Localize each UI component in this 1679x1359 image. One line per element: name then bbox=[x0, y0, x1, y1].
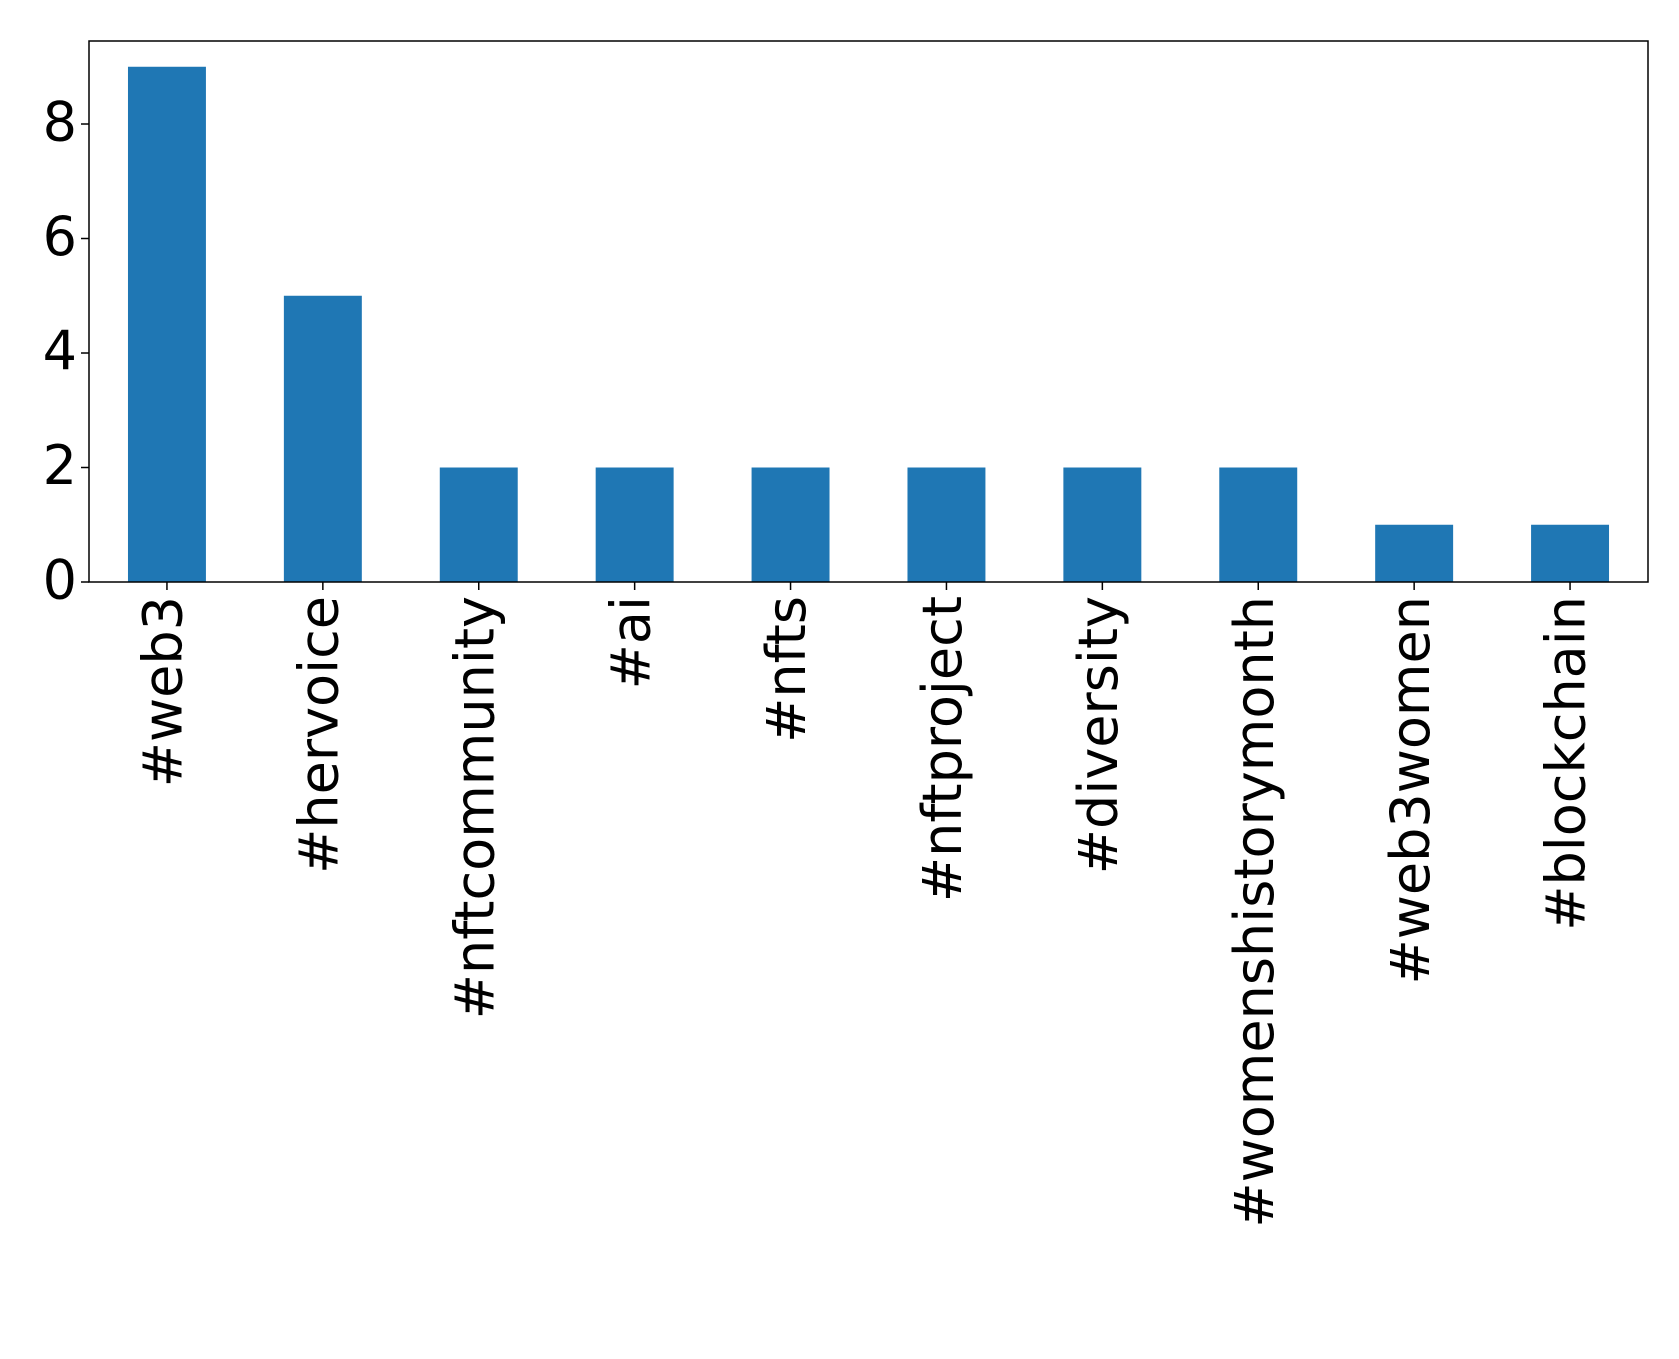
x-tick-label: #web3women bbox=[1379, 596, 1442, 985]
x-tick-label: #womenshistorymonth bbox=[1223, 596, 1286, 1228]
x-tick-label: #blockchain bbox=[1535, 596, 1598, 931]
bar bbox=[1219, 467, 1298, 582]
x-tick-label: #web3 bbox=[132, 596, 195, 787]
x-tick-label: #nftcommunity bbox=[443, 596, 506, 1019]
bar bbox=[127, 66, 206, 582]
bar bbox=[439, 467, 518, 582]
y-tick-label: 2 bbox=[43, 434, 77, 497]
bar bbox=[283, 295, 362, 582]
x-tick-label: #ai bbox=[599, 596, 662, 689]
bar bbox=[1063, 467, 1142, 582]
bar bbox=[595, 467, 674, 582]
y-tick-label: 8 bbox=[43, 91, 77, 154]
x-tick-label: #hervoice bbox=[287, 596, 350, 874]
bar bbox=[907, 467, 986, 582]
x-tick-label: #nftproject bbox=[911, 596, 974, 902]
x-tick-label: #nfts bbox=[755, 596, 818, 743]
bar bbox=[751, 467, 830, 582]
y-tick-label: 6 bbox=[43, 205, 77, 268]
y-tick-label: 0 bbox=[43, 549, 77, 612]
x-tick-label: #diversity bbox=[1067, 596, 1130, 874]
bar bbox=[1531, 524, 1610, 582]
y-tick-label: 4 bbox=[43, 320, 77, 383]
axes-frame bbox=[88, 40, 1649, 583]
bar bbox=[1375, 524, 1454, 582]
